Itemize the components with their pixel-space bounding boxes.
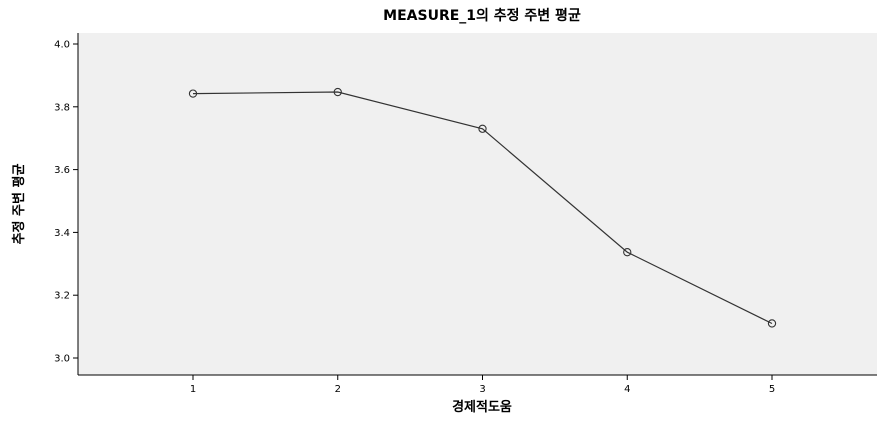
series-line: [192, 91, 773, 325]
data-point: [767, 319, 777, 328]
y-tick-label: 3.8: [54, 102, 70, 113]
x-tick-label: 4: [624, 384, 630, 395]
y-axis-label: 추정 주변 평균: [11, 164, 27, 245]
plot-area: [78, 33, 877, 375]
y-axis-ticks: 3.0 3.2 3.4 3.6 3.8 4.0: [54, 40, 78, 365]
x-tick-label: 3: [479, 384, 485, 395]
series-markers: [188, 87, 777, 328]
y-tick-label: 3.4: [54, 228, 70, 239]
x-axis-ticks: 1 2 3 4 5: [190, 375, 775, 395]
x-tick-label: 2: [335, 384, 341, 395]
data-point: [188, 89, 198, 98]
x-tick-label: 1: [190, 384, 196, 395]
y-tick-label: 4.0: [54, 40, 70, 51]
chart-title: MEASURE_1의 추정 주변 평균: [383, 7, 581, 24]
data-point: [478, 124, 487, 133]
x-axis-label: 경제적도움: [452, 399, 512, 415]
x-tick-label: 5: [769, 384, 775, 395]
y-tick-label: 3.0: [54, 354, 70, 365]
y-tick-label: 3.2: [54, 291, 70, 302]
data-point: [333, 87, 342, 97]
y-tick-label: 3.6: [54, 165, 70, 176]
data-point: [623, 248, 632, 257]
